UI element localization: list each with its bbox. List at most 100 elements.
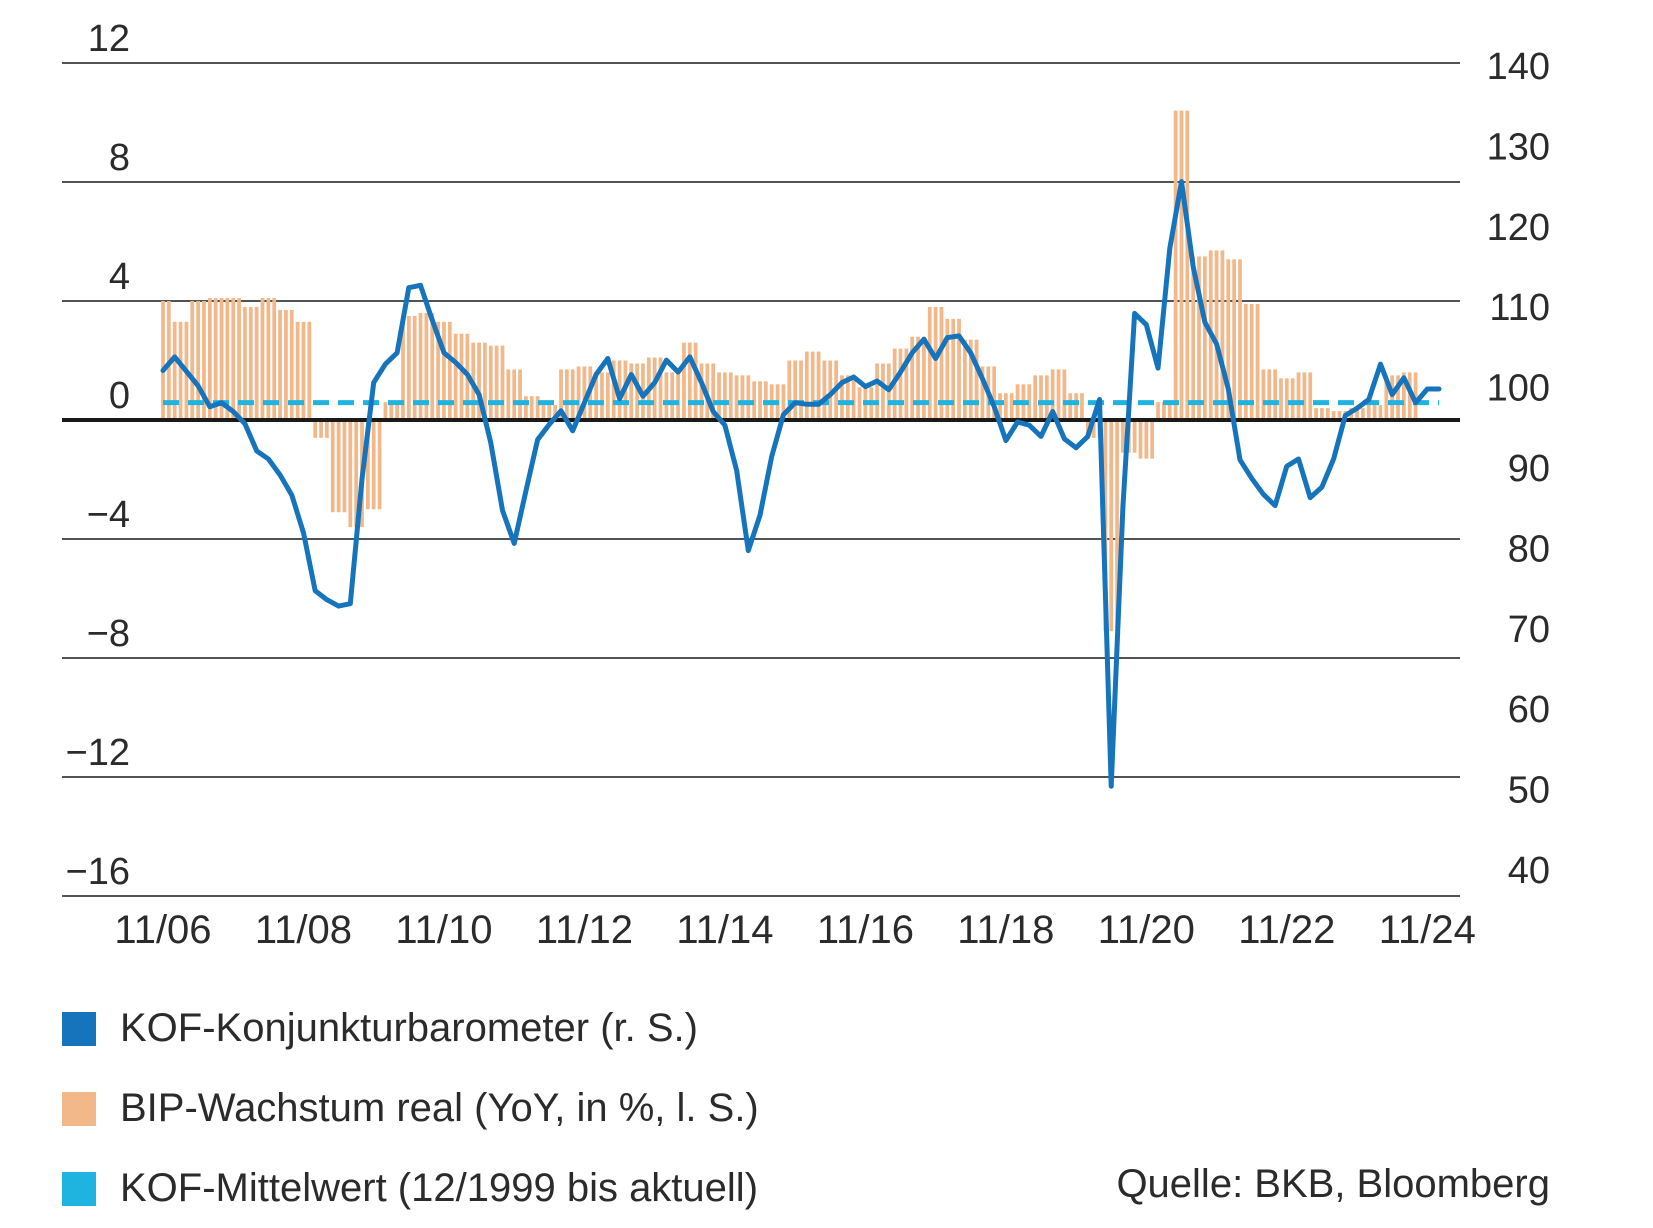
gdp-bar [518,369,522,420]
gdp-bar [260,298,265,420]
gdp-bar [1267,369,1272,420]
gdp-bar [1238,259,1242,420]
right-tick-label: 40 [1508,850,1550,892]
gdp-bar [1121,420,1125,453]
x-tick-label: 11/24 [1379,908,1476,952]
left-tick-label: −4 [87,494,130,536]
gdp-bar [576,366,581,420]
gdp-bar [963,339,967,420]
gdp-bar [1003,393,1008,420]
right-tick-label: 50 [1508,770,1550,812]
gdp-bar [418,312,423,420]
gdp-bars [161,110,1418,632]
gdp-bar [330,420,335,513]
gdp-bar [535,396,540,420]
gdp-bar [910,336,915,420]
gdp-bar [1279,378,1283,420]
gdp-bar [723,372,727,420]
gdp-bar [406,315,411,420]
gdp-bar [202,301,206,420]
gdp-bar [348,420,353,528]
gdp-bar [664,372,669,420]
gdp-bar [401,315,405,420]
gdp-bar [922,336,926,420]
gdp-bar [927,306,932,420]
gdp-bar [1080,393,1084,420]
x-tick-label: 11/12 [536,908,633,952]
gdp-bar [237,298,241,420]
right-tick-label: 120 [1487,207,1550,249]
gdp-bar [711,363,716,420]
gdp-bar [1331,411,1336,420]
left-tick-label: 8 [109,137,130,179]
gdp-bar [254,306,259,420]
gdp-bar [1132,420,1137,453]
gdp-bar [248,306,253,420]
gdp-bar [699,363,704,420]
gdp-bar [447,321,452,420]
left-axis-labels: 12 8 4 0 −4 −8 −12 −16 [66,18,130,893]
left-tick-label: 4 [109,256,130,298]
left-tick-label: 0 [109,375,130,417]
x-tick-label: 11/18 [957,908,1054,952]
gdp-bar [904,348,909,420]
gdp-bar [1249,303,1254,420]
gdp-bar [1308,372,1313,420]
gdp-bar [1226,259,1231,420]
left-tick-label: −16 [66,851,130,893]
gdp-bar [564,369,569,420]
gdp-bar [1214,250,1219,420]
gdp-bar [728,372,733,420]
gdp-bar [793,360,798,420]
gdp-bar [652,357,657,420]
gdp-bar [559,369,563,420]
gdp-bar [1173,110,1178,420]
gdp-bar [342,420,347,513]
gdp-bar [459,333,464,420]
gdp-bar [916,336,920,420]
gdp-bar [506,369,511,420]
gdp-bar [1150,420,1155,459]
gdp-bar [875,363,879,420]
gdp-bar [933,306,938,420]
gdp-bar [740,375,745,420]
gdp-bar [804,351,809,420]
gdp-bar [219,298,224,420]
gdp-bar [1156,402,1160,420]
legend-label-kof: KOF-Konjunkturbarometer (r. S.) [120,1006,698,1050]
x-tick-label: 11/20 [1098,908,1195,952]
gdp-bar [1314,408,1318,420]
gdp-bar [389,402,394,420]
gdp-bar [377,420,382,510]
gdp-bar [541,405,546,420]
gdp-bar [1191,256,1196,420]
gdp-bar [272,298,277,420]
gdp-bar [365,420,370,510]
gdp-bar [998,393,1002,420]
gdp-bar [1220,250,1225,420]
gdp-bar [278,309,282,420]
legend-item-bip: BIP-Wachstum real (YoY, in %, l. S.) [62,1086,759,1131]
gdp-bar [1179,110,1184,420]
left-tick-label: −8 [87,613,130,655]
gdp-bar [1144,420,1149,459]
gdp-bar [570,369,575,420]
gdp-bar [1302,372,1307,420]
gdp-bar [295,321,300,420]
gdp-bar [845,375,850,420]
gdp-bar [1243,303,1248,420]
kof-path [160,179,1442,789]
gdp-bar [629,363,634,420]
gdp-bar [529,396,534,420]
gdp-bar [1027,384,1032,420]
gdp-bar [1284,378,1289,420]
gdp-bar [898,348,903,420]
gdp-bar [670,372,675,420]
x-tick-label: 11/08 [255,908,352,952]
gdp-bar [383,402,388,420]
right-tick-label: 100 [1487,368,1550,410]
gdp-bar [787,360,792,420]
gdp-bar [231,298,236,420]
gdp-bar [1325,408,1330,420]
gdp-bar [547,405,552,420]
